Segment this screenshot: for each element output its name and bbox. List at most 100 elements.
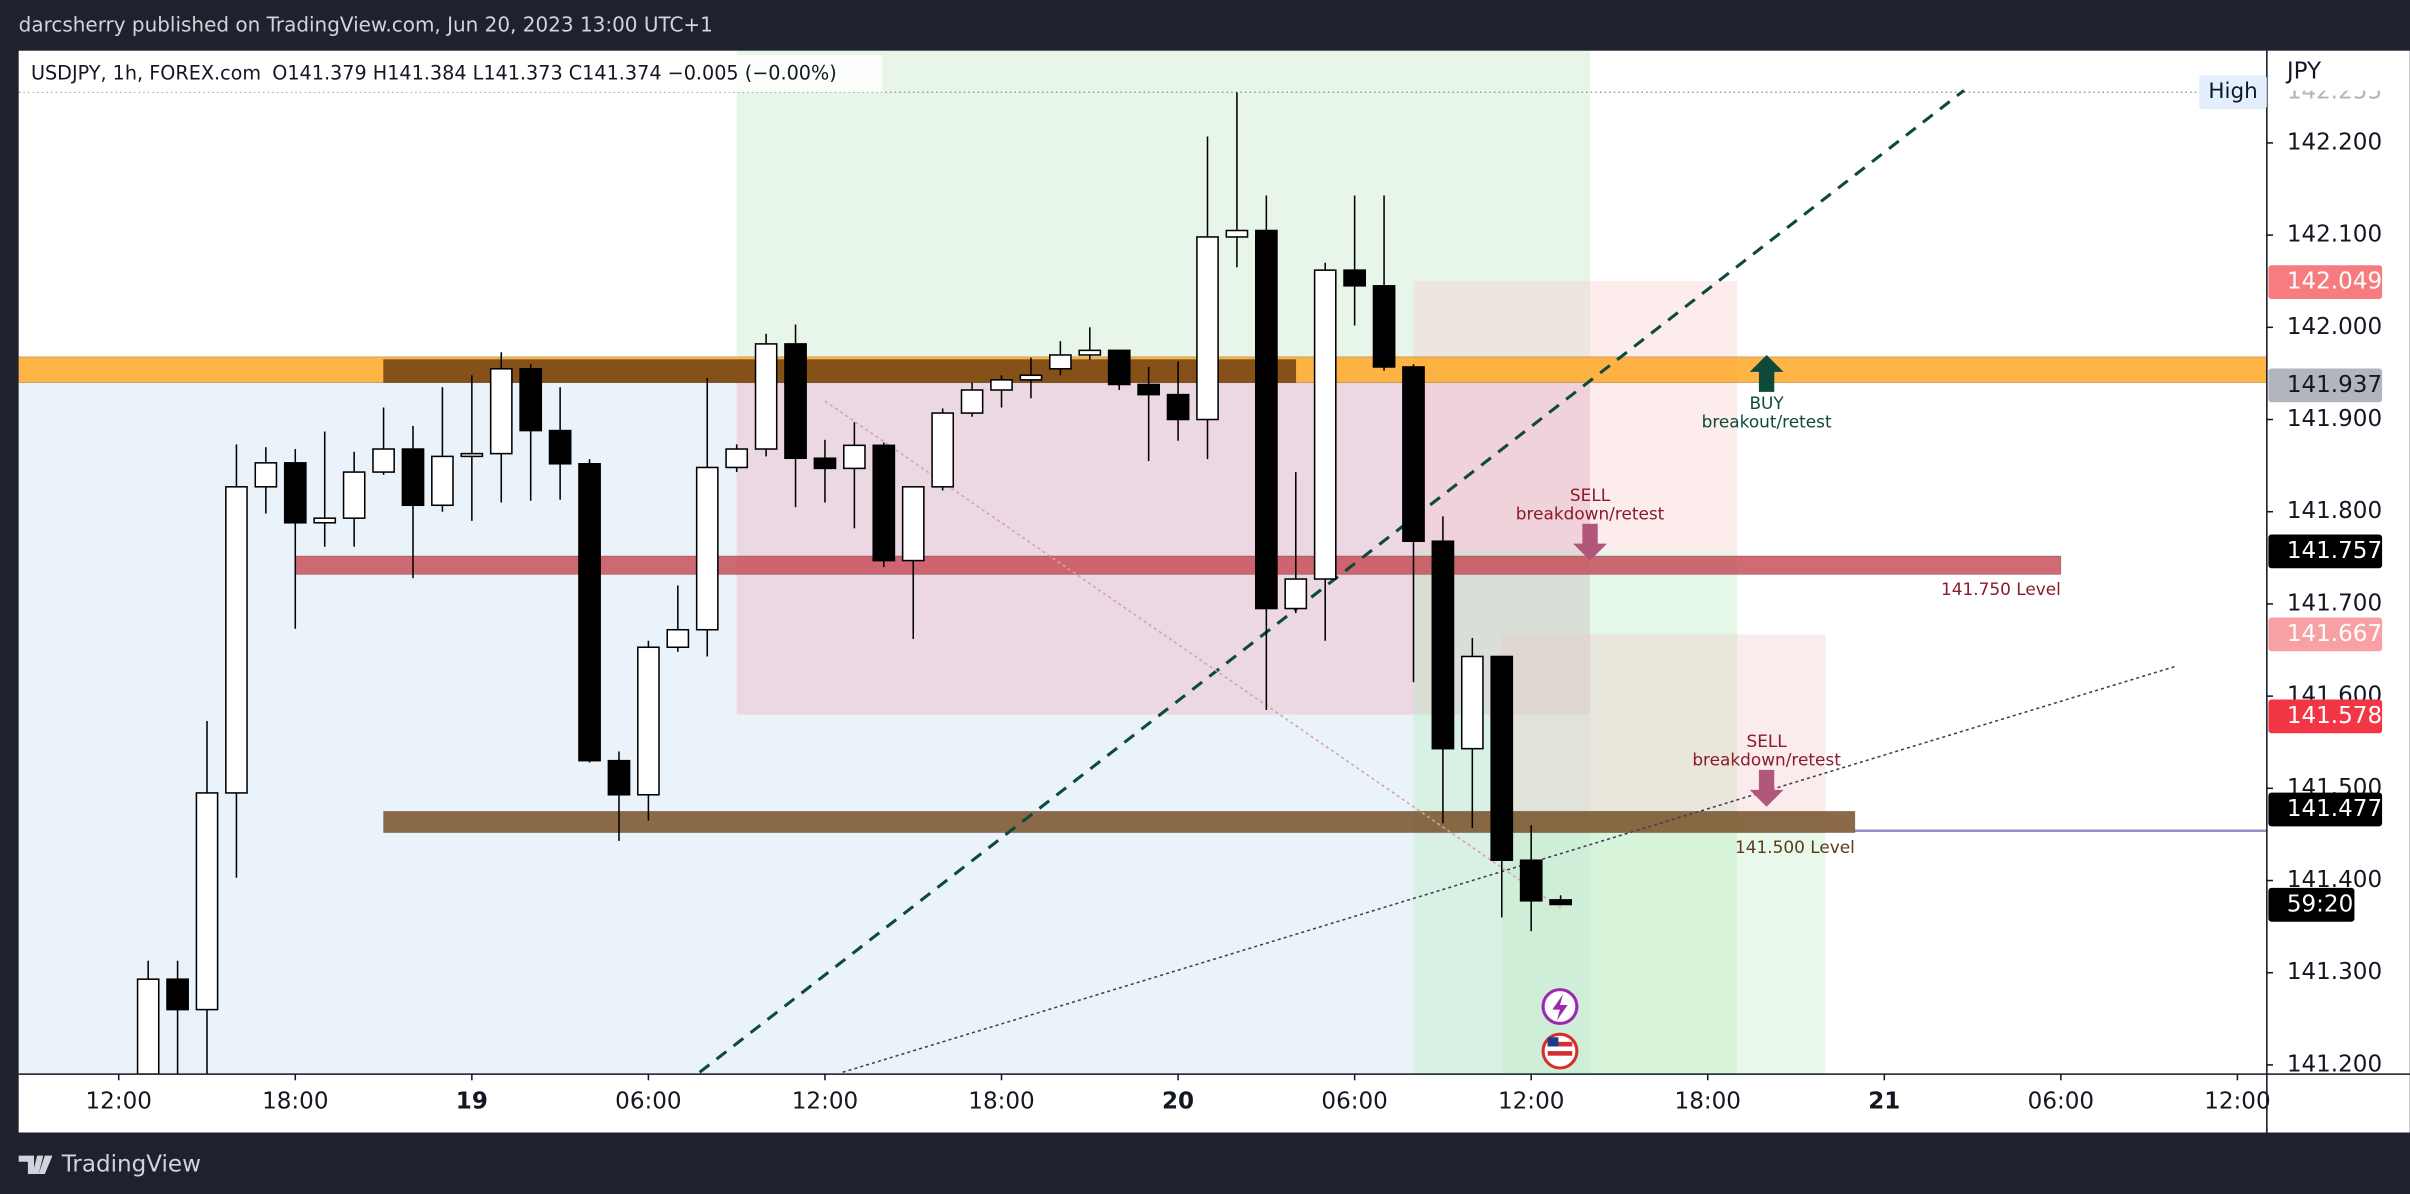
annotation-arrow: [1573, 523, 1607, 561]
candle-body: [342, 471, 366, 519]
high-label: High: [2208, 79, 2257, 104]
position-box: [1413, 281, 1738, 552]
candle-body: [1049, 354, 1072, 370]
candle-body: [254, 462, 278, 488]
price-label: 141.937: [2287, 372, 2382, 398]
x-tick-label: 18:00: [1675, 1088, 1741, 1114]
candle-body: [460, 452, 484, 458]
flag-canton: [1547, 1037, 1559, 1047]
annotation-title: SELL: [1746, 731, 1787, 751]
x-tick-label: 12:00: [2204, 1088, 2270, 1114]
legend-bg: [21, 55, 883, 93]
candle-body: [666, 628, 690, 649]
candle-body: [1460, 655, 1484, 750]
price-label: 141.578: [2287, 703, 2382, 729]
y-tick-label: 141.300: [2287, 959, 2382, 985]
y-tick-label: 142.000: [2287, 314, 2382, 340]
price-label-bg: [2268, 617, 2383, 652]
candle-body: [1431, 540, 1455, 750]
price-label-bg: [2268, 368, 2383, 403]
x-tick-label: 06:00: [1321, 1088, 1387, 1114]
chart-area: [18, 50, 2410, 1133]
x-tick-label: 18:00: [262, 1088, 328, 1114]
price-label-bg: [2268, 792, 2383, 827]
zone-label: 141.750 Level: [1941, 579, 2061, 599]
price-zone: [383, 810, 1856, 833]
price-label: 141.477: [2287, 796, 2382, 822]
candle-body: [1549, 899, 1572, 906]
candle-body: [225, 486, 248, 794]
y-tick-label: 141.200: [2287, 1051, 2382, 1077]
price-label: 141.667: [2287, 621, 2382, 647]
candle-body: [695, 466, 719, 631]
candle-body: [1490, 655, 1514, 862]
annotation-text: breakout/retest: [1702, 412, 1832, 432]
y-tick-label: 142.200: [2287, 129, 2382, 155]
candle-body: [843, 444, 866, 470]
candle-body: [1166, 393, 1190, 421]
candle-body: [1137, 383, 1161, 396]
position-box: [736, 50, 1591, 383]
candle-body: [136, 978, 160, 1075]
brand: TradingView: [61, 1151, 201, 1177]
candle-body: [901, 486, 925, 562]
candle-body: [578, 463, 601, 762]
y-tick-label: 141.700: [2287, 590, 2382, 616]
candle-body: [489, 368, 513, 455]
y-tick-label: 141.800: [2287, 498, 2382, 524]
candle-body: [784, 343, 807, 460]
publisher: darcsherry published on TradingView.com,…: [19, 13, 713, 37]
countdown-bg: [2268, 887, 2355, 922]
annotation-title: BUY: [1749, 393, 1784, 413]
x-tick-label: 12:00: [1498, 1088, 1564, 1114]
candle-body: [1078, 349, 1102, 356]
candle-body: [725, 448, 749, 469]
x-tick-label: 21: [1868, 1088, 1900, 1114]
footer: [0, 1132, 2410, 1194]
candle-body: [960, 389, 984, 414]
x-tick-label: 12:00: [792, 1088, 858, 1114]
flag-stripe: [1547, 1041, 1573, 1047]
candle-body: [431, 455, 454, 507]
price-label: 141.757: [2287, 538, 2382, 564]
candle-body: [519, 368, 543, 432]
plot: 141.750 Level 141.500 Level BUYbreakout/re…: [18, 50, 2267, 1075]
annotation-arrow: [1749, 769, 1784, 807]
candle-body: [637, 646, 660, 796]
candle-body: [1284, 578, 1308, 610]
high-label-bg: [2199, 75, 2267, 110]
symbol: USDJPY, 1h, FOREX.com: [31, 61, 261, 84]
x-tick-label: 06:00: [2028, 1088, 2094, 1114]
x-tick-label: 19: [456, 1088, 488, 1114]
countdown: 59:20: [2287, 891, 2353, 917]
price-zone: [1854, 829, 2267, 833]
candle-body: [1107, 349, 1131, 386]
annotation-text: breakdown/retest: [1692, 750, 1841, 770]
lightning-icon: [1552, 994, 1568, 1021]
x-tick-label: 20: [1162, 1088, 1194, 1114]
y-tick-label: 142.100: [2287, 222, 2382, 248]
candle-body: [1225, 229, 1249, 238]
candle-body: [872, 444, 896, 562]
candle-body: [990, 379, 1013, 391]
candle-body: [401, 448, 425, 507]
event-icons: [1541, 988, 1579, 1070]
trendline: [842, 665, 2175, 1074]
x-tick-label: 12:00: [86, 1088, 152, 1114]
candle-body: [1254, 229, 1278, 610]
candle-body: [754, 343, 778, 450]
candle-body: [1019, 374, 1043, 381]
candle-body: [1196, 236, 1219, 421]
zone-label: 141.500 Level: [1735, 837, 1855, 857]
price-zone: [294, 555, 2062, 575]
price-label-bg: [2268, 534, 2383, 569]
trendline: [698, 89, 1965, 1074]
annotation-title: SELL: [1570, 485, 1611, 505]
candle-body: [372, 448, 395, 473]
x-tick-label: 06:00: [615, 1088, 681, 1114]
candle-body: [1519, 859, 1543, 902]
candle-body: [931, 412, 955, 488]
candle-body: [1372, 285, 1396, 368]
